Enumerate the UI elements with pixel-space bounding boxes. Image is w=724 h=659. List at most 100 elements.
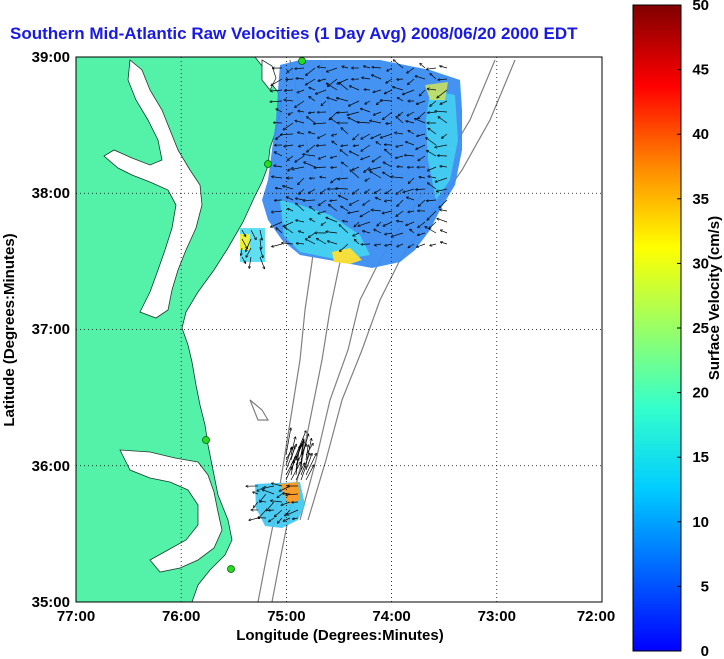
velocity-arrow: [361, 155, 371, 159]
grid-lines: [76, 57, 602, 602]
velocity-arrow: [350, 199, 360, 205]
velocity-arrow: [385, 233, 393, 234]
velocity-arrow: [310, 219, 316, 223]
velocity-arrow: [285, 447, 292, 466]
velocity-arrow: [430, 74, 437, 80]
velocity-arrow: [398, 111, 404, 116]
velocity-arrow: [385, 149, 393, 157]
velocity-arrow: [300, 453, 302, 471]
velocity-arrow: [305, 454, 316, 476]
velocity-arrow: [350, 151, 360, 157]
chesapeake-bay: [103, 59, 203, 319]
velocity-arrow: [340, 150, 349, 157]
velocity-field-east-cyan: [426, 90, 458, 200]
velocity-arrow: [342, 162, 349, 168]
velocity-arrow: [397, 221, 404, 222]
velocity-arrow: [292, 166, 305, 169]
velocity-arrow: [360, 210, 371, 217]
velocity-arrow: [425, 227, 437, 234]
station-marker: [298, 57, 306, 65]
velocity-arrow: [361, 133, 371, 139]
velocity-arrow: [298, 111, 305, 112]
velocity-arrow: [271, 501, 283, 503]
colorbar: [632, 4, 682, 652]
velocity-arrow: [347, 111, 360, 115]
velocity-arrow: [305, 454, 312, 471]
velocity-arrow: [276, 228, 283, 234]
velocity-arrow: [350, 170, 360, 179]
velocity-arrow: [415, 76, 426, 80]
velocity-arrow: [342, 67, 349, 69]
velocity-arrow: [361, 144, 371, 151]
velocity-arrow: [283, 221, 294, 226]
velocity-arrow: [336, 189, 349, 190]
velocity-arrow: [300, 466, 306, 481]
velocity-arrow: [385, 89, 393, 94]
velocity-arrow: [282, 243, 294, 244]
velocity-arrow: [341, 145, 349, 146]
velocity-arrow: [297, 89, 305, 93]
velocity-arrow: [437, 89, 448, 98]
velocity-arrow: [410, 229, 415, 234]
velocity-arrow: [266, 501, 275, 511]
velocity-arrow: [288, 111, 294, 115]
velocity-arrow: [337, 112, 349, 113]
velocity-arrow: [329, 205, 338, 212]
velocity-arrow: [285, 467, 292, 481]
velocity-arrow: [295, 68, 305, 69]
velocity-field-north-cyan: [280, 200, 370, 260]
velocity-arrow: [296, 78, 305, 79]
x-axis-label: Longitude (Degrees:Minutes): [236, 627, 444, 644]
velocity-arrow: [437, 219, 448, 223]
x-tick-label: 72:00: [577, 608, 615, 625]
y-tick-label: 35:00: [32, 594, 70, 611]
station-marker: [264, 160, 272, 168]
velocity-arrow: [430, 100, 437, 106]
colorbar-tick-label: 30: [692, 255, 709, 272]
velocity-arrow: [321, 100, 327, 106]
velocity-arrow: [295, 155, 305, 162]
x-tick-label: 77:00: [57, 608, 95, 625]
velocity-arrow: [303, 154, 316, 157]
velocity-arrow: [408, 78, 415, 85]
station-marker: [227, 565, 235, 573]
velocity-arrow: [364, 166, 371, 172]
velocity-arrow: [310, 207, 316, 212]
velocity-arrow: [407, 197, 415, 201]
pamlico-sound: [119, 449, 223, 573]
velocity-arrow: [403, 188, 415, 192]
velocity-arrow: [375, 244, 382, 245]
velocity-arrow: [406, 221, 415, 225]
colorbar-tick-label: 35: [692, 191, 709, 208]
velocity-arrow: [320, 177, 327, 178]
velocity-arrow: [295, 463, 304, 481]
velocity-arrow: [298, 177, 305, 184]
velocity-arrow: [327, 67, 338, 72]
velocity-arrow: [362, 78, 371, 80]
velocity-arrow: [259, 247, 263, 257]
velocity-arrow: [439, 199, 448, 208]
velocity-arrow: [299, 231, 305, 234]
velocity-field-west-yellow: [240, 234, 250, 250]
velocity-arrow: [341, 128, 349, 135]
velocity-arrow: [331, 167, 338, 168]
velocity-arrow: [253, 492, 259, 495]
velocity-arrow: [355, 240, 360, 245]
velocity-arrow: [365, 100, 371, 104]
velocity-arrow: [293, 518, 299, 519]
velocity-arrow: [350, 86, 360, 91]
velocity-arrow: [354, 145, 360, 146]
velocity-arrow: [397, 243, 404, 247]
velocity-arrow: [283, 122, 294, 130]
velocity-arrow: [419, 199, 426, 206]
velocity-arrow: [372, 155, 382, 162]
velocity-arrow: [427, 210, 437, 220]
velocity-arrow: [285, 227, 294, 234]
velocity-arrow: [428, 176, 437, 179]
velocity-arrow: [383, 221, 393, 226]
velocity-arrow: [271, 78, 283, 85]
velocity-arrow: [285, 90, 294, 91]
velocity-arrow: [314, 167, 327, 168]
velocity-arrow: [385, 243, 393, 246]
